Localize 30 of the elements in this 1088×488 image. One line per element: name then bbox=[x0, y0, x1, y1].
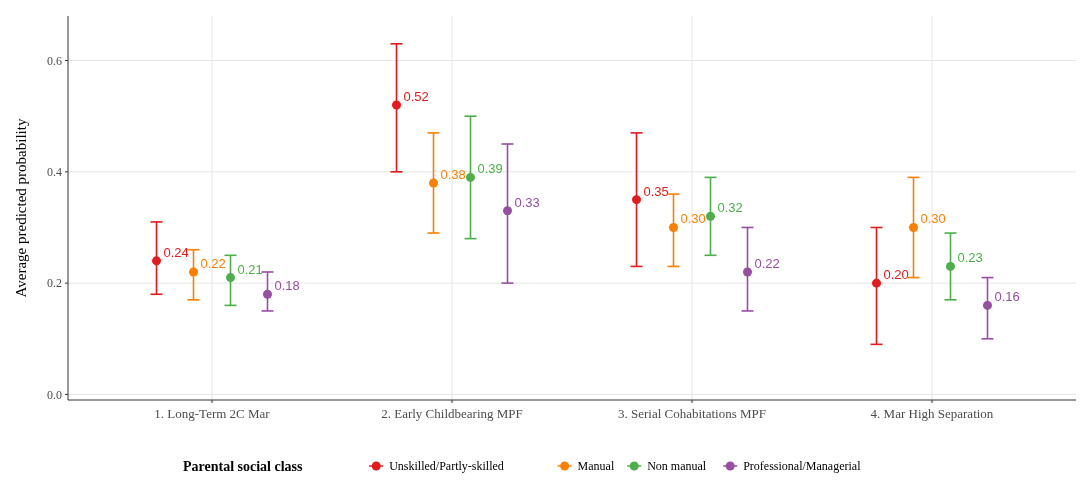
data-label: 0.22 bbox=[754, 256, 780, 271]
data-label: 0.52 bbox=[403, 89, 429, 105]
data-label: 0.38 bbox=[440, 166, 466, 182]
data-label: 0.16 bbox=[994, 289, 1020, 305]
data-label: 0.30 bbox=[680, 211, 706, 227]
x-tick-label: 3. Serial Cohabitations MPF bbox=[617, 406, 767, 421]
data-label: 0.35 bbox=[643, 183, 669, 199]
x-tick-label: 4. Mar High Separation bbox=[870, 406, 994, 421]
data-label: 0.21 bbox=[237, 261, 263, 277]
y-tick-label: 0.2 bbox=[47, 276, 62, 291]
data-label: 0.32 bbox=[717, 200, 743, 216]
data-label: 0.39 bbox=[477, 161, 503, 177]
legend-label: Professional/Managerial bbox=[743, 459, 862, 474]
y-axis-title: Average predicted probability bbox=[13, 118, 29, 298]
data-label: 0.30 bbox=[920, 211, 946, 227]
x-tick-label: 2. Early Childbearing MPF bbox=[381, 406, 523, 421]
data-label: 0.18 bbox=[274, 278, 300, 294]
legend-label: Manual bbox=[577, 459, 615, 474]
data-label: 0.22 bbox=[200, 256, 226, 271]
data-label: 0.20 bbox=[883, 267, 909, 283]
data-label: 0.24 bbox=[163, 244, 189, 260]
legend-label: Non manual bbox=[647, 459, 707, 474]
legend-label: Unskilled/Partly-skilled bbox=[389, 459, 504, 474]
y-tick-label: 0.4 bbox=[47, 165, 62, 180]
data-label: 0.23 bbox=[957, 250, 983, 266]
x-tick-label: 1. Long-Term 2C Mar bbox=[154, 406, 271, 421]
y-tick-label: 0.0 bbox=[47, 387, 62, 402]
y-tick-label: 0.6 bbox=[47, 53, 62, 68]
legend-title: Parental social class bbox=[183, 458, 304, 474]
data-label: 0.33 bbox=[514, 194, 540, 210]
